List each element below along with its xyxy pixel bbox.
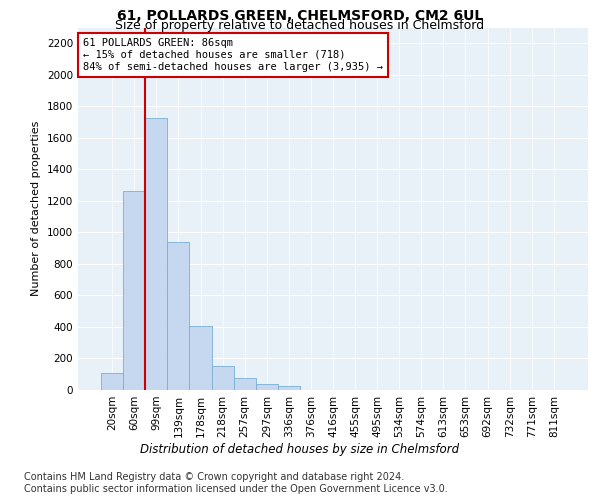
Text: 61 POLLARDS GREEN: 86sqm
← 15% of detached houses are smaller (718)
84% of semi-: 61 POLLARDS GREEN: 86sqm ← 15% of detach… — [83, 38, 383, 72]
Text: Size of property relative to detached houses in Chelmsford: Size of property relative to detached ho… — [115, 19, 485, 32]
Text: Distribution of detached houses by size in Chelmsford: Distribution of detached houses by size … — [140, 442, 460, 456]
Bar — [212, 366, 233, 390]
Bar — [233, 378, 256, 390]
Bar — [145, 118, 167, 390]
Y-axis label: Number of detached properties: Number of detached properties — [31, 121, 41, 296]
Bar — [278, 386, 300, 390]
Bar — [123, 192, 145, 390]
Bar — [256, 384, 278, 390]
Bar — [101, 372, 123, 390]
Bar — [167, 242, 190, 390]
Text: 61, POLLARDS GREEN, CHELMSFORD, CM2 6UL: 61, POLLARDS GREEN, CHELMSFORD, CM2 6UL — [117, 9, 483, 23]
Text: Contains HM Land Registry data © Crown copyright and database right 2024.
Contai: Contains HM Land Registry data © Crown c… — [24, 472, 448, 494]
Bar — [190, 326, 212, 390]
